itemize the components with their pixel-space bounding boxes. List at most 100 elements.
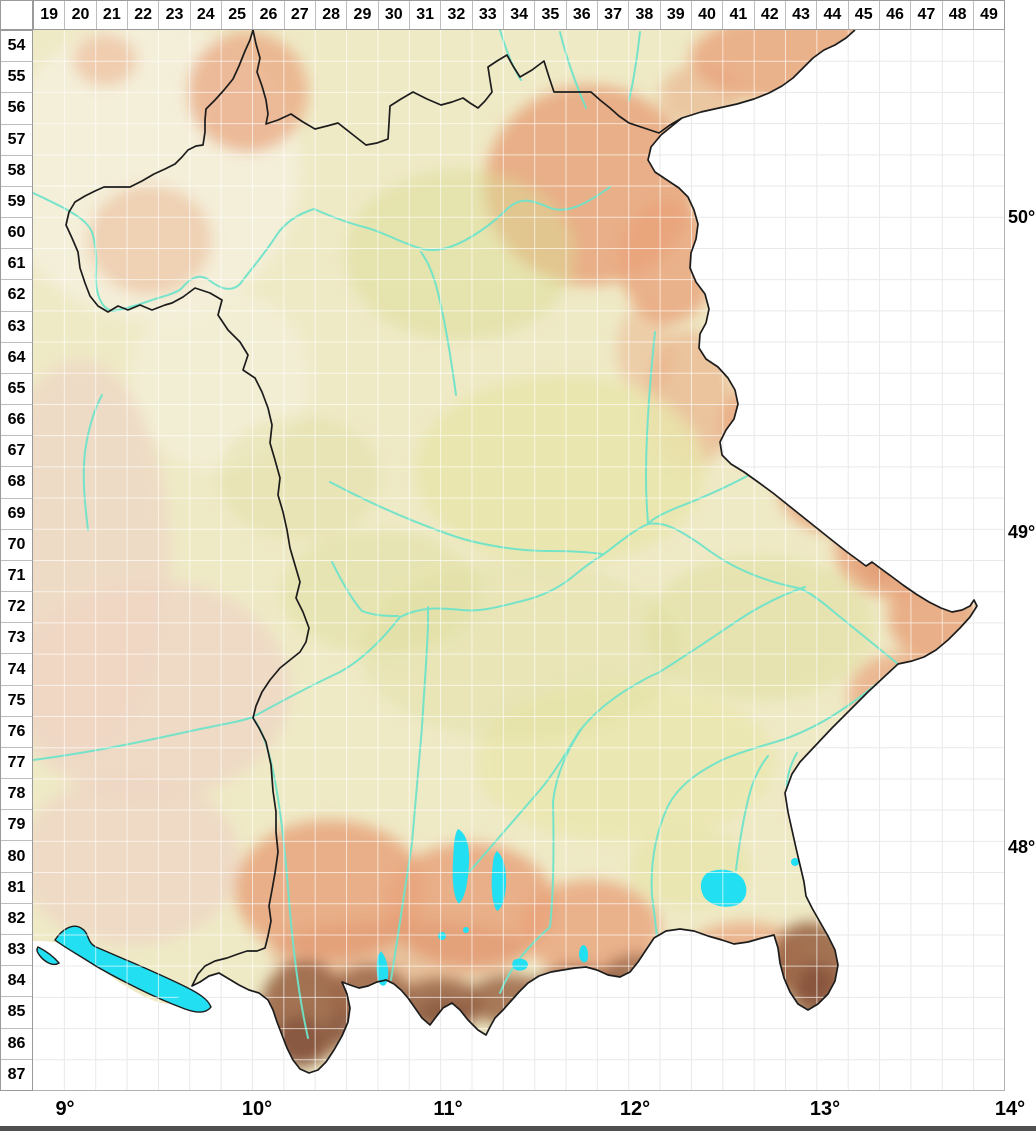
- grid-column-label: 24: [191, 1, 222, 29]
- river-isar: [499, 586, 806, 994]
- grid-column-label: 36: [567, 1, 598, 29]
- latitude-label: 50°: [1008, 207, 1036, 227]
- longitude-label: 10°: [241, 1098, 273, 1120]
- grid-row-label: 73: [1, 623, 32, 655]
- longitude-label: 9°: [55, 1098, 75, 1120]
- relief-patch-nw-hill: [73, 34, 137, 86]
- grid-row-header: 54 55 56 57 58 59 60 61 62 63 64 65 66 67 68 69 70 71 72 73…: [0, 30, 33, 1091]
- grid-row-label: 54: [1, 31, 32, 63]
- grid-column-label: 38: [629, 1, 661, 29]
- grid-column-label: 34: [504, 1, 536, 29]
- relief-patch-alps-dark-4: [797, 963, 833, 1007]
- lake-forggensee: [376, 951, 389, 986]
- grid-row-label: 70: [1, 530, 32, 561]
- relief-patch-oberpfaelzer-wald-2: [617, 305, 673, 395]
- relief-patch-green-w: [218, 416, 382, 540]
- grid-row-label: 68: [1, 467, 32, 499]
- grid-row-label: 72: [1, 592, 32, 624]
- longitude-label: 14°: [994, 1098, 1026, 1120]
- saxony-czech-border: [681, 30, 856, 119]
- river-alz: [735, 755, 769, 871]
- grid-row-label: 85: [1, 997, 32, 1029]
- bavaria-state-border: [65, 30, 978, 1074]
- relief-patch-spessart: [88, 185, 212, 295]
- longitude-label: 12°: [619, 1098, 651, 1120]
- latitude-label: 48°: [1008, 837, 1036, 857]
- grid-column-label: 22: [128, 1, 160, 29]
- relief-patch-fichtelgebirge-east: [620, 200, 716, 324]
- river-main: [33, 186, 611, 312]
- river-regen: [648, 469, 759, 524]
- grid-column-label: 23: [159, 1, 191, 29]
- lake-waginger-see: [791, 858, 799, 866]
- relief-patch-foothill-ridge: [270, 920, 530, 984]
- grid-row-label: 82: [1, 904, 32, 935]
- grid-column-label: 26: [253, 1, 285, 29]
- river-inn: [650, 663, 899, 973]
- grid-column-label: 20: [65, 1, 97, 29]
- grid-column-label: 35: [535, 1, 567, 29]
- grid-row-label: 66: [1, 405, 32, 437]
- river-regnitz: [420, 251, 457, 396]
- grid-column-label: 19: [34, 1, 66, 29]
- grid-column-label: 29: [347, 1, 379, 29]
- grid-row-label: 63: [1, 312, 32, 343]
- grid-column-label: 42: [755, 1, 786, 29]
- grid-column-label: 28: [316, 1, 348, 29]
- grid-column-label: 49: [980, 6, 998, 23]
- longitude-label: 11°: [433, 1098, 463, 1120]
- grid-row-label: 79: [1, 810, 32, 842]
- lake-bodensee: [54, 925, 212, 1013]
- lake-staffelsee: [438, 932, 446, 940]
- grid-column-label: 39: [661, 1, 692, 29]
- grid-row-label: 86: [1, 1029, 32, 1060]
- grid-row-label: 69: [1, 499, 32, 530]
- grid-row-label: 80: [1, 841, 32, 873]
- grid-row-label: 67: [1, 436, 32, 468]
- lake-chiemsee: [700, 869, 747, 907]
- grid-row-label: 62: [1, 280, 32, 312]
- grid-column-label: 43: [786, 1, 818, 29]
- grid-row-label: 61: [1, 249, 32, 281]
- river-saale: [628, 31, 641, 101]
- lake-riegsee: [463, 927, 469, 933]
- grid-column-label: 30: [379, 1, 410, 29]
- relief-patch-schwaebische-alb: [33, 580, 290, 800]
- river-naab: [645, 331, 656, 524]
- grid-row-label: 59: [1, 187, 32, 219]
- grid-row-label: 60: [1, 218, 32, 250]
- grid-row-label: 75: [1, 686, 32, 717]
- lake-walchensee: [512, 958, 528, 971]
- grid-column-label: 40: [692, 1, 724, 29]
- grid-column-label: 46: [880, 1, 912, 29]
- grid-row-label: 81: [1, 873, 32, 904]
- grid-row-label: 58: [1, 156, 32, 187]
- lake-starnberger-see: [491, 851, 507, 911]
- grid-column-label: 45: [849, 1, 880, 29]
- lake-ammersee: [452, 829, 470, 904]
- grid-row-label: 57: [1, 125, 32, 156]
- grid-column-label: 37: [598, 1, 630, 29]
- lake-tegernsee: [579, 945, 588, 963]
- grid-column-label: 48: [943, 1, 974, 29]
- grid-row-label: 76: [1, 717, 32, 748]
- grid-column-label: 21: [97, 1, 128, 29]
- window-bottom-edge: [0, 1126, 1036, 1131]
- grid-row-label: 64: [1, 343, 32, 374]
- grid-row-label: 77: [1, 748, 32, 780]
- grid-column-label: 31: [410, 1, 442, 29]
- longitude-label: 13°: [809, 1098, 841, 1120]
- relief-patch-green-franken: [345, 170, 575, 340]
- grid-row-label: 65: [1, 374, 32, 406]
- river-woernitz: [331, 561, 399, 617]
- grid-row-label: 74: [1, 654, 32, 686]
- grid-column-label: 44: [817, 1, 849, 29]
- grid-column-label: 32: [441, 1, 473, 29]
- river-altmuehl: [329, 481, 603, 555]
- grid-column-label: 41: [723, 1, 755, 29]
- grid-row-label: 84: [1, 966, 32, 998]
- grid-column-label: 47: [911, 1, 943, 29]
- grid-row-label: 78: [1, 779, 32, 811]
